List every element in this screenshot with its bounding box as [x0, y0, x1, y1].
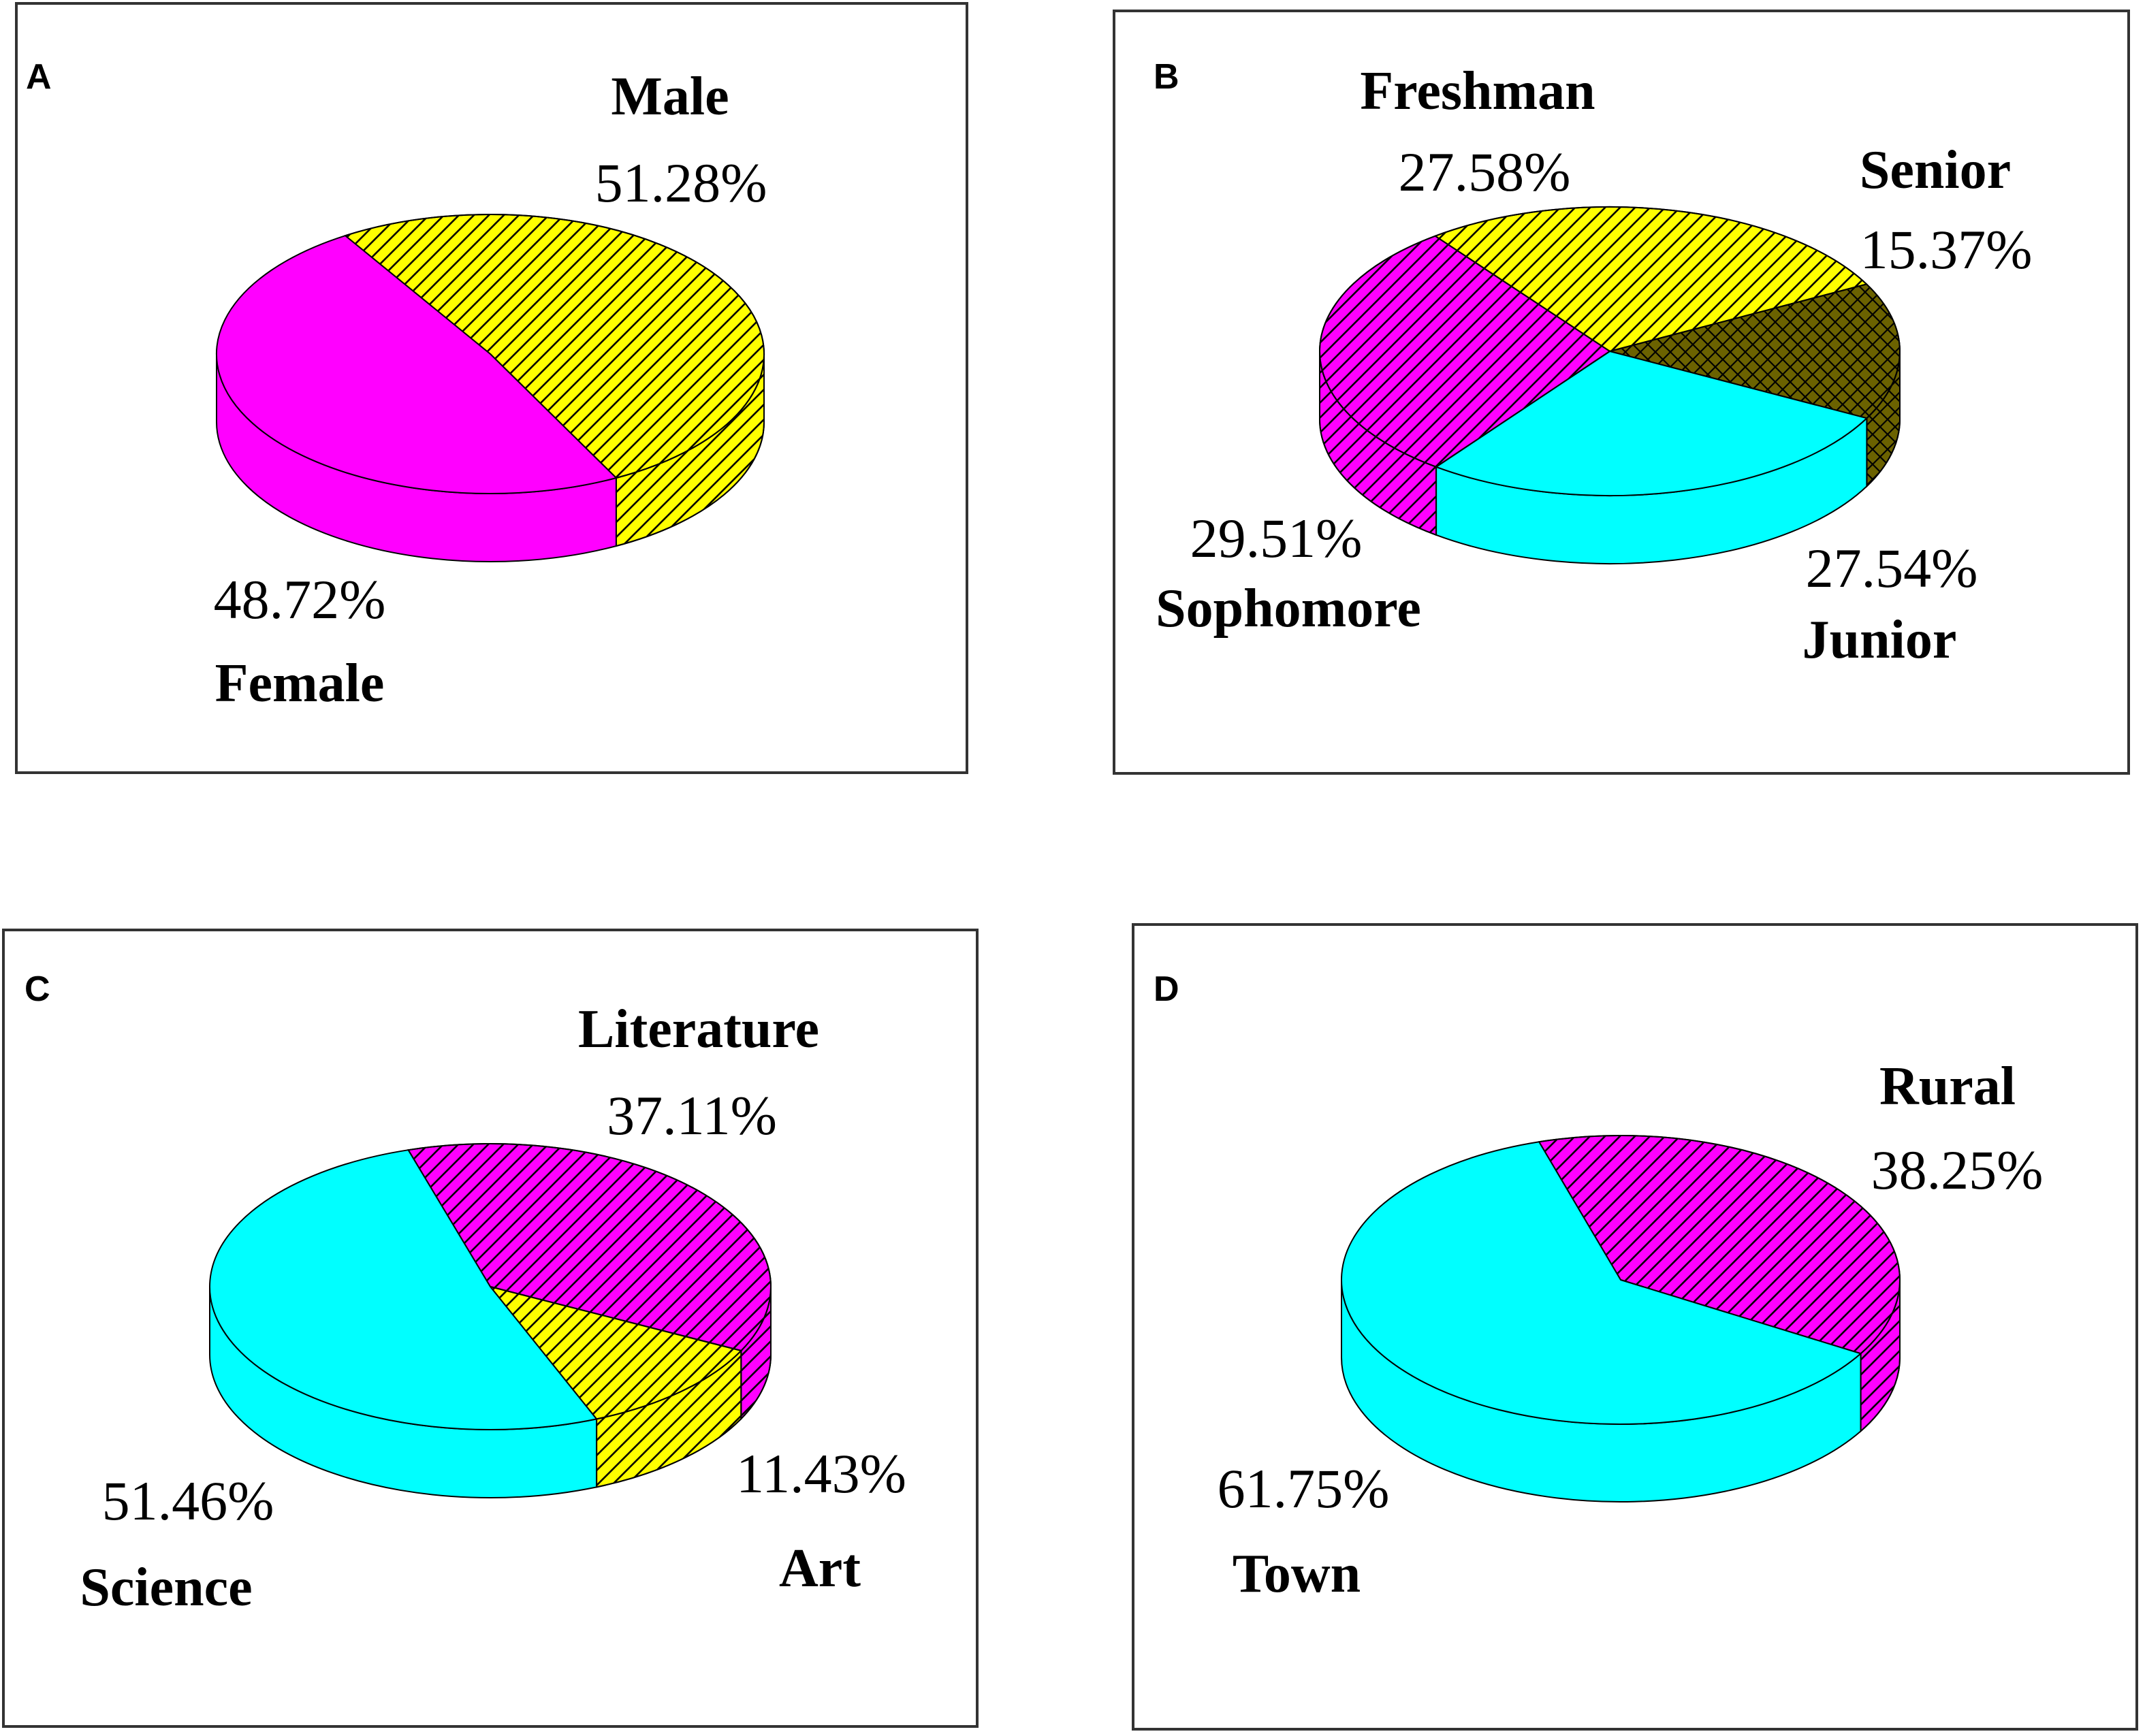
- slice-value-label: 15.37%: [1860, 219, 2033, 280]
- panel-frame-d: [1132, 923, 2138, 1731]
- slice-category-label: Freshman: [1360, 61, 1595, 121]
- slice-category-label: Junior: [1802, 610, 1957, 670]
- pie-slice-female: [216, 235, 617, 494]
- slice-value-label: 61.75%: [1218, 1458, 1390, 1520]
- slice-value-label: 27.54%: [1806, 537, 1978, 599]
- panel-label-c: C: [25, 969, 50, 1009]
- slice-category-label: Female: [215, 654, 385, 713]
- pie-chart-c: [209, 1143, 772, 1498]
- panel-frame-b: [1113, 10, 2130, 775]
- pie-slice-sophomore-pattern: [1319, 235, 1611, 468]
- slice-category-label: Art: [779, 1539, 861, 1598]
- pie-slice-town: [1341, 1141, 1862, 1425]
- panel-label-b: B: [1154, 57, 1179, 97]
- slice-value-label: 29.51%: [1190, 507, 1363, 569]
- slice-value-label: 48.72%: [214, 568, 386, 630]
- pie-slice-science: [209, 1149, 598, 1430]
- pie-slice-junior: [1435, 351, 1868, 496]
- pie-slice-freshman-pattern: [1433, 206, 1869, 353]
- slice-category-label: Senior: [1860, 140, 2011, 200]
- pie-slice-rural-pattern: [1538, 1135, 1901, 1355]
- slice-category-label: Town: [1233, 1544, 1361, 1604]
- panel-label-d: D: [1154, 969, 1179, 1009]
- slice-category-label: Male: [611, 67, 729, 127]
- pie-slice-senior-pattern: [1607, 283, 1901, 419]
- slice-category-label: Sophomore: [1156, 579, 1421, 639]
- pie-chart-a: [216, 214, 765, 562]
- slice-category-label: Literature: [578, 999, 819, 1059]
- slice-value-label: 51.46%: [102, 1470, 274, 1532]
- pie-chart-b: [1319, 206, 1901, 564]
- slice-value-label: 11.43%: [736, 1443, 906, 1505]
- slice-value-label: 38.25%: [1871, 1139, 2044, 1201]
- slice-category-label: Science: [80, 1558, 252, 1618]
- pie-slice-art-pattern: [488, 1285, 743, 1420]
- panel-frame-c: [2, 929, 979, 1728]
- slice-category-label: Rural: [1879, 1057, 2016, 1116]
- slice-value-label: 51.28%: [595, 152, 767, 214]
- slice-value-label: 37.11%: [607, 1084, 777, 1146]
- panel-label-a: A: [26, 57, 52, 97]
- pie-slice-male-pattern: [343, 214, 765, 479]
- pie-chart-d: [1341, 1135, 1901, 1502]
- panel-frame-a: [15, 2, 968, 774]
- pie-slice-literature-pattern: [407, 1143, 772, 1352]
- slice-value-label: 27.58%: [1399, 141, 1571, 203]
